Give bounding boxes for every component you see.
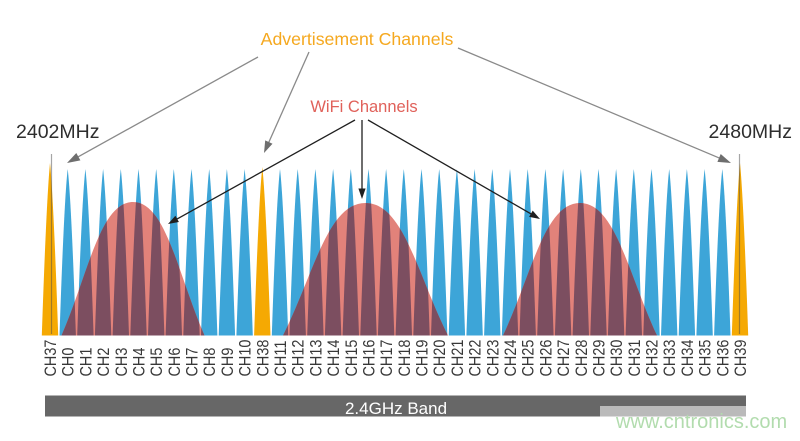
- svg-text:CH17: CH17: [378, 340, 396, 377]
- svg-text:Advertisement Channels: Advertisement Channels: [261, 29, 454, 49]
- svg-text:CH36: CH36: [714, 339, 732, 376]
- svg-text:CH20: CH20: [431, 339, 449, 376]
- svg-text:CH23: CH23: [484, 339, 502, 376]
- svg-text:CH4: CH4: [130, 347, 148, 376]
- svg-text:CH39: CH39: [732, 339, 750, 376]
- svg-text:CH0: CH0: [60, 347, 78, 376]
- svg-text:CH25: CH25: [520, 339, 538, 376]
- svg-text:CH27: CH27: [555, 340, 573, 377]
- svg-text:2402MHz: 2402MHz: [16, 121, 99, 143]
- svg-text:CH9: CH9: [219, 347, 237, 376]
- svg-text:CH14: CH14: [325, 339, 343, 376]
- svg-text:www.cntronics.com: www.cntronics.com: [615, 411, 787, 433]
- svg-text:CH6: CH6: [166, 347, 184, 376]
- svg-text:CH34: CH34: [679, 339, 697, 376]
- svg-text:CH35: CH35: [697, 339, 715, 376]
- svg-text:CH37: CH37: [42, 340, 60, 377]
- svg-text:CH22: CH22: [467, 340, 485, 377]
- svg-text:2.4GHz Band: 2.4GHz Band: [345, 399, 447, 418]
- svg-text:CH28: CH28: [573, 339, 591, 376]
- svg-text:CH1: CH1: [77, 348, 95, 377]
- svg-text:CH31: CH31: [626, 340, 644, 377]
- svg-text:WiFi Channels: WiFi Channels: [310, 98, 417, 116]
- svg-text:CH29: CH29: [590, 339, 608, 376]
- svg-text:CH8: CH8: [201, 347, 219, 376]
- svg-text:CH38: CH38: [254, 339, 272, 376]
- svg-text:CH10: CH10: [237, 339, 255, 376]
- svg-text:CH7: CH7: [183, 348, 201, 377]
- svg-text:CH33: CH33: [661, 339, 679, 376]
- svg-text:CH19: CH19: [413, 339, 431, 376]
- svg-text:CH30: CH30: [608, 339, 626, 376]
- svg-text:CH13: CH13: [307, 339, 325, 376]
- svg-text:CH26: CH26: [537, 339, 555, 376]
- svg-text:CH32: CH32: [643, 340, 661, 377]
- svg-text:CH12: CH12: [290, 340, 308, 377]
- svg-text:CH18: CH18: [396, 339, 414, 376]
- svg-text:CH11: CH11: [272, 341, 290, 377]
- svg-text:CH15: CH15: [343, 339, 361, 376]
- svg-text:CH3: CH3: [113, 347, 131, 376]
- svg-text:CH21: CH21: [449, 340, 467, 377]
- svg-text:CH24: CH24: [502, 339, 520, 376]
- svg-text:CH16: CH16: [360, 339, 378, 376]
- svg-text:CH2: CH2: [95, 348, 113, 377]
- svg-text:2480MHz: 2480MHz: [709, 121, 792, 143]
- svg-text:CH5: CH5: [148, 347, 166, 376]
